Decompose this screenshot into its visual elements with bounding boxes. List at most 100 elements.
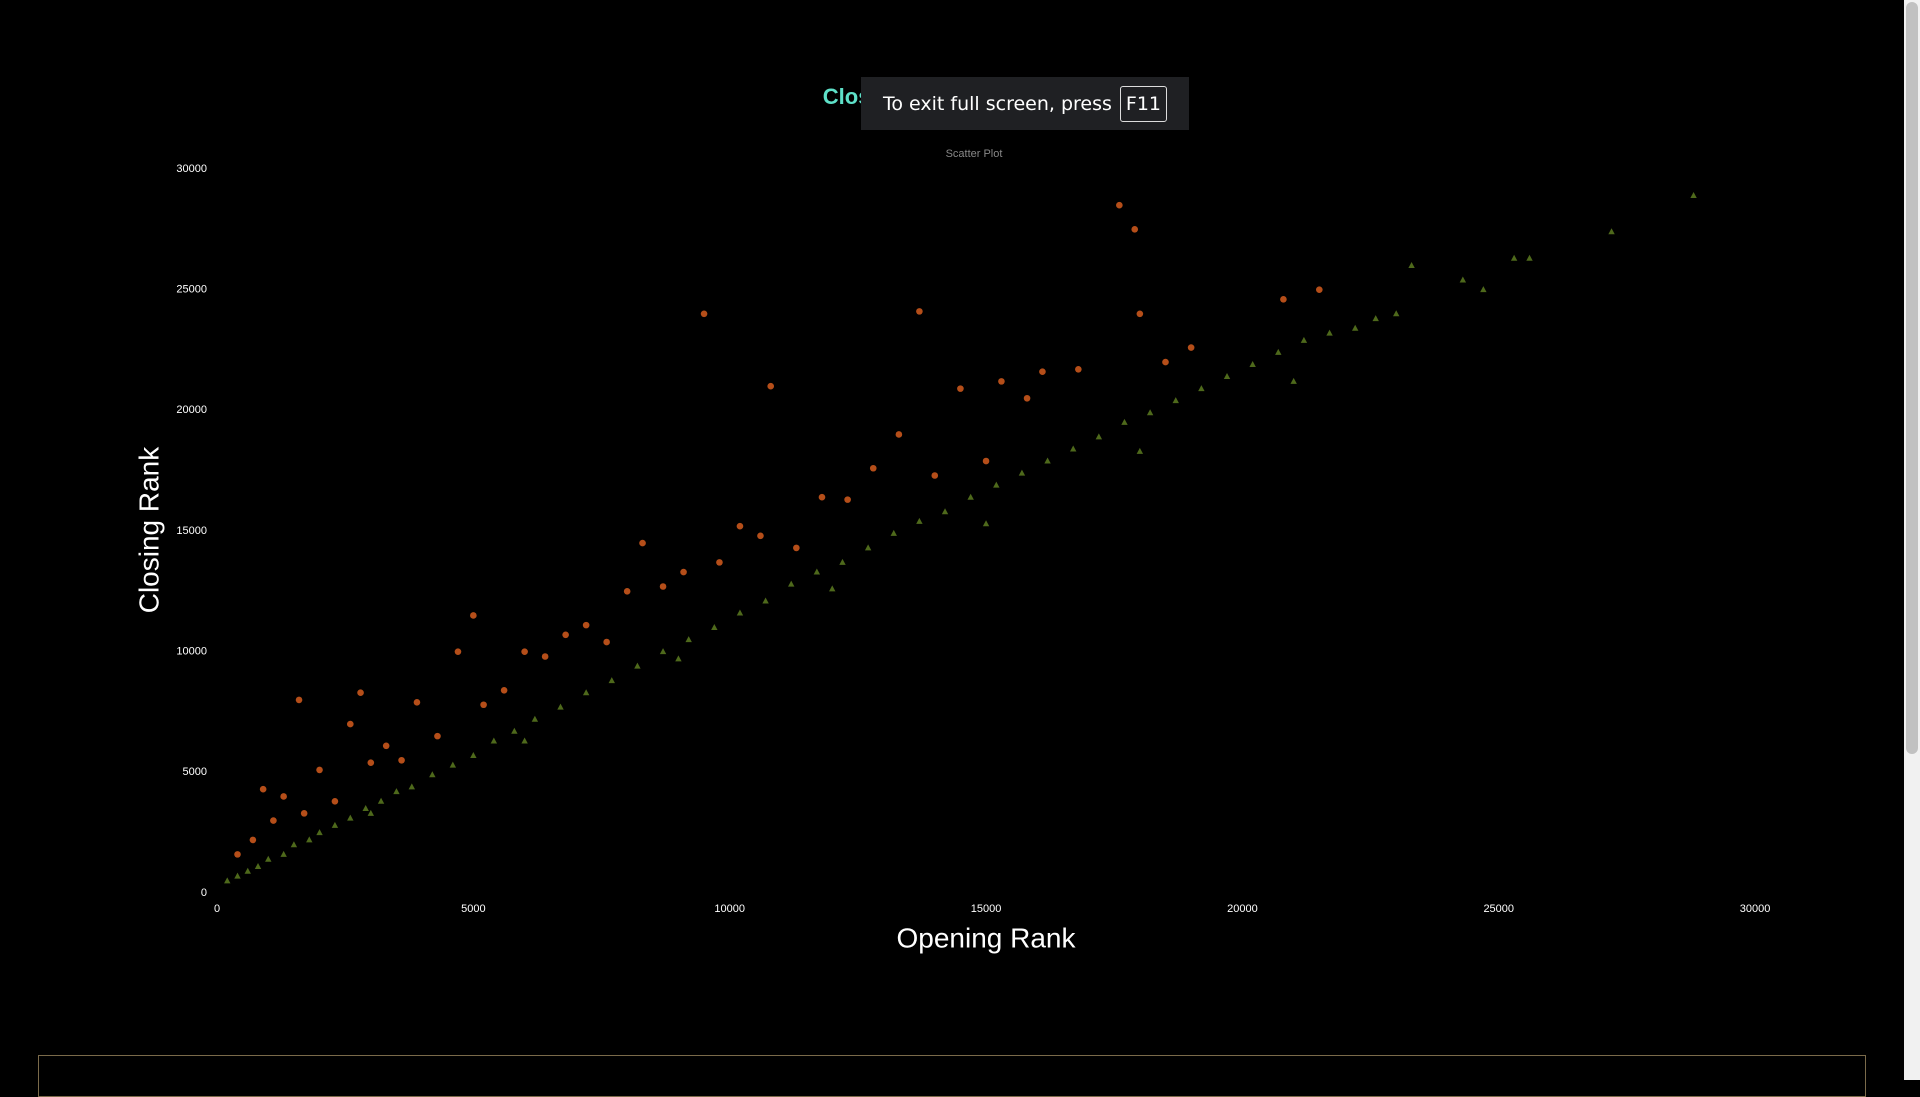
point <box>1480 286 1487 293</box>
y-tick-label: 15000 <box>176 525 207 537</box>
point <box>839 558 846 565</box>
point <box>398 756 405 764</box>
point <box>1290 377 1297 384</box>
point <box>408 783 416 790</box>
point <box>659 583 667 590</box>
point <box>1136 447 1144 454</box>
point <box>331 821 339 828</box>
point <box>224 877 231 884</box>
point <box>454 648 462 655</box>
y-tick-label: 5000 <box>183 766 207 778</box>
point <box>1146 409 1154 416</box>
point <box>869 464 877 472</box>
point <box>234 872 241 879</box>
point <box>1018 469 1026 476</box>
y-tick-label: 10000 <box>176 646 207 658</box>
point <box>818 493 826 501</box>
point <box>244 867 251 874</box>
x-tick-label: 15000 <box>971 903 1002 915</box>
point <box>844 496 851 503</box>
point <box>941 508 949 515</box>
point <box>521 648 528 655</box>
point <box>1095 433 1103 440</box>
point <box>890 529 897 536</box>
point <box>736 522 744 530</box>
y-tick-label: 30000 <box>176 163 207 175</box>
point <box>541 653 549 660</box>
point <box>1187 344 1195 351</box>
point <box>1131 226 1139 233</box>
point <box>716 559 723 566</box>
point <box>931 472 939 479</box>
point <box>259 785 267 793</box>
point <box>1608 228 1615 235</box>
point <box>1351 324 1359 331</box>
point <box>1526 254 1533 261</box>
fullscreen-toast: To exit full screen, press F11 <box>861 77 1189 130</box>
point <box>1372 315 1379 322</box>
point <box>470 612 477 619</box>
chart-subtitle: Scatter Plot <box>946 148 1003 160</box>
point <box>680 568 687 576</box>
point <box>367 759 375 766</box>
point <box>767 382 775 390</box>
y-axis-label: Closing Rank <box>133 446 164 614</box>
point <box>675 655 682 662</box>
point <box>531 715 539 722</box>
scrollbar-thumb[interactable] <box>1906 2 1918 754</box>
point <box>608 677 615 684</box>
toast-message: To exit full screen, press <box>882 92 1112 115</box>
x-axis-label: Opening Rank <box>896 922 1076 953</box>
point <box>290 841 298 848</box>
point <box>1393 310 1400 317</box>
point <box>762 597 769 604</box>
scrollbar[interactable] <box>1904 0 1920 1080</box>
point <box>1039 368 1046 376</box>
point <box>254 862 262 869</box>
point <box>413 699 421 706</box>
point <box>234 851 241 858</box>
point <box>582 689 590 696</box>
point <box>967 493 974 500</box>
y-tick-label: 25000 <box>176 284 207 296</box>
point <box>367 809 375 816</box>
toast-key: F11 <box>1119 85 1168 122</box>
point <box>382 742 390 750</box>
point <box>249 836 257 844</box>
point <box>1121 418 1128 425</box>
point <box>603 638 610 646</box>
point <box>1316 286 1323 293</box>
point <box>1690 192 1697 199</box>
point <box>280 850 287 857</box>
point <box>265 855 272 862</box>
point <box>377 797 385 804</box>
x-tick-label: 25000 <box>1483 903 1514 915</box>
point <box>829 585 836 592</box>
point <box>1116 201 1123 209</box>
point <box>957 385 964 392</box>
point <box>434 732 441 740</box>
point <box>331 797 339 805</box>
point <box>1223 373 1231 380</box>
point <box>347 720 354 728</box>
point <box>480 701 487 709</box>
x-tick-label: 20000 <box>1227 903 1258 915</box>
point <box>429 771 436 778</box>
point <box>562 631 569 639</box>
x-tick-label: 30000 <box>1740 903 1771 915</box>
point <box>1459 276 1467 283</box>
point <box>813 568 821 575</box>
point <box>895 431 903 438</box>
point <box>736 609 744 616</box>
point <box>757 532 764 540</box>
point <box>470 751 477 758</box>
point <box>521 737 528 744</box>
point <box>357 689 364 696</box>
point <box>270 817 277 824</box>
chart: Closing Rank vs Opening Rank Scatter Plo… <box>133 84 1771 954</box>
point <box>1280 296 1287 303</box>
point <box>306 836 313 843</box>
point <box>1162 358 1169 366</box>
point <box>1408 262 1415 269</box>
